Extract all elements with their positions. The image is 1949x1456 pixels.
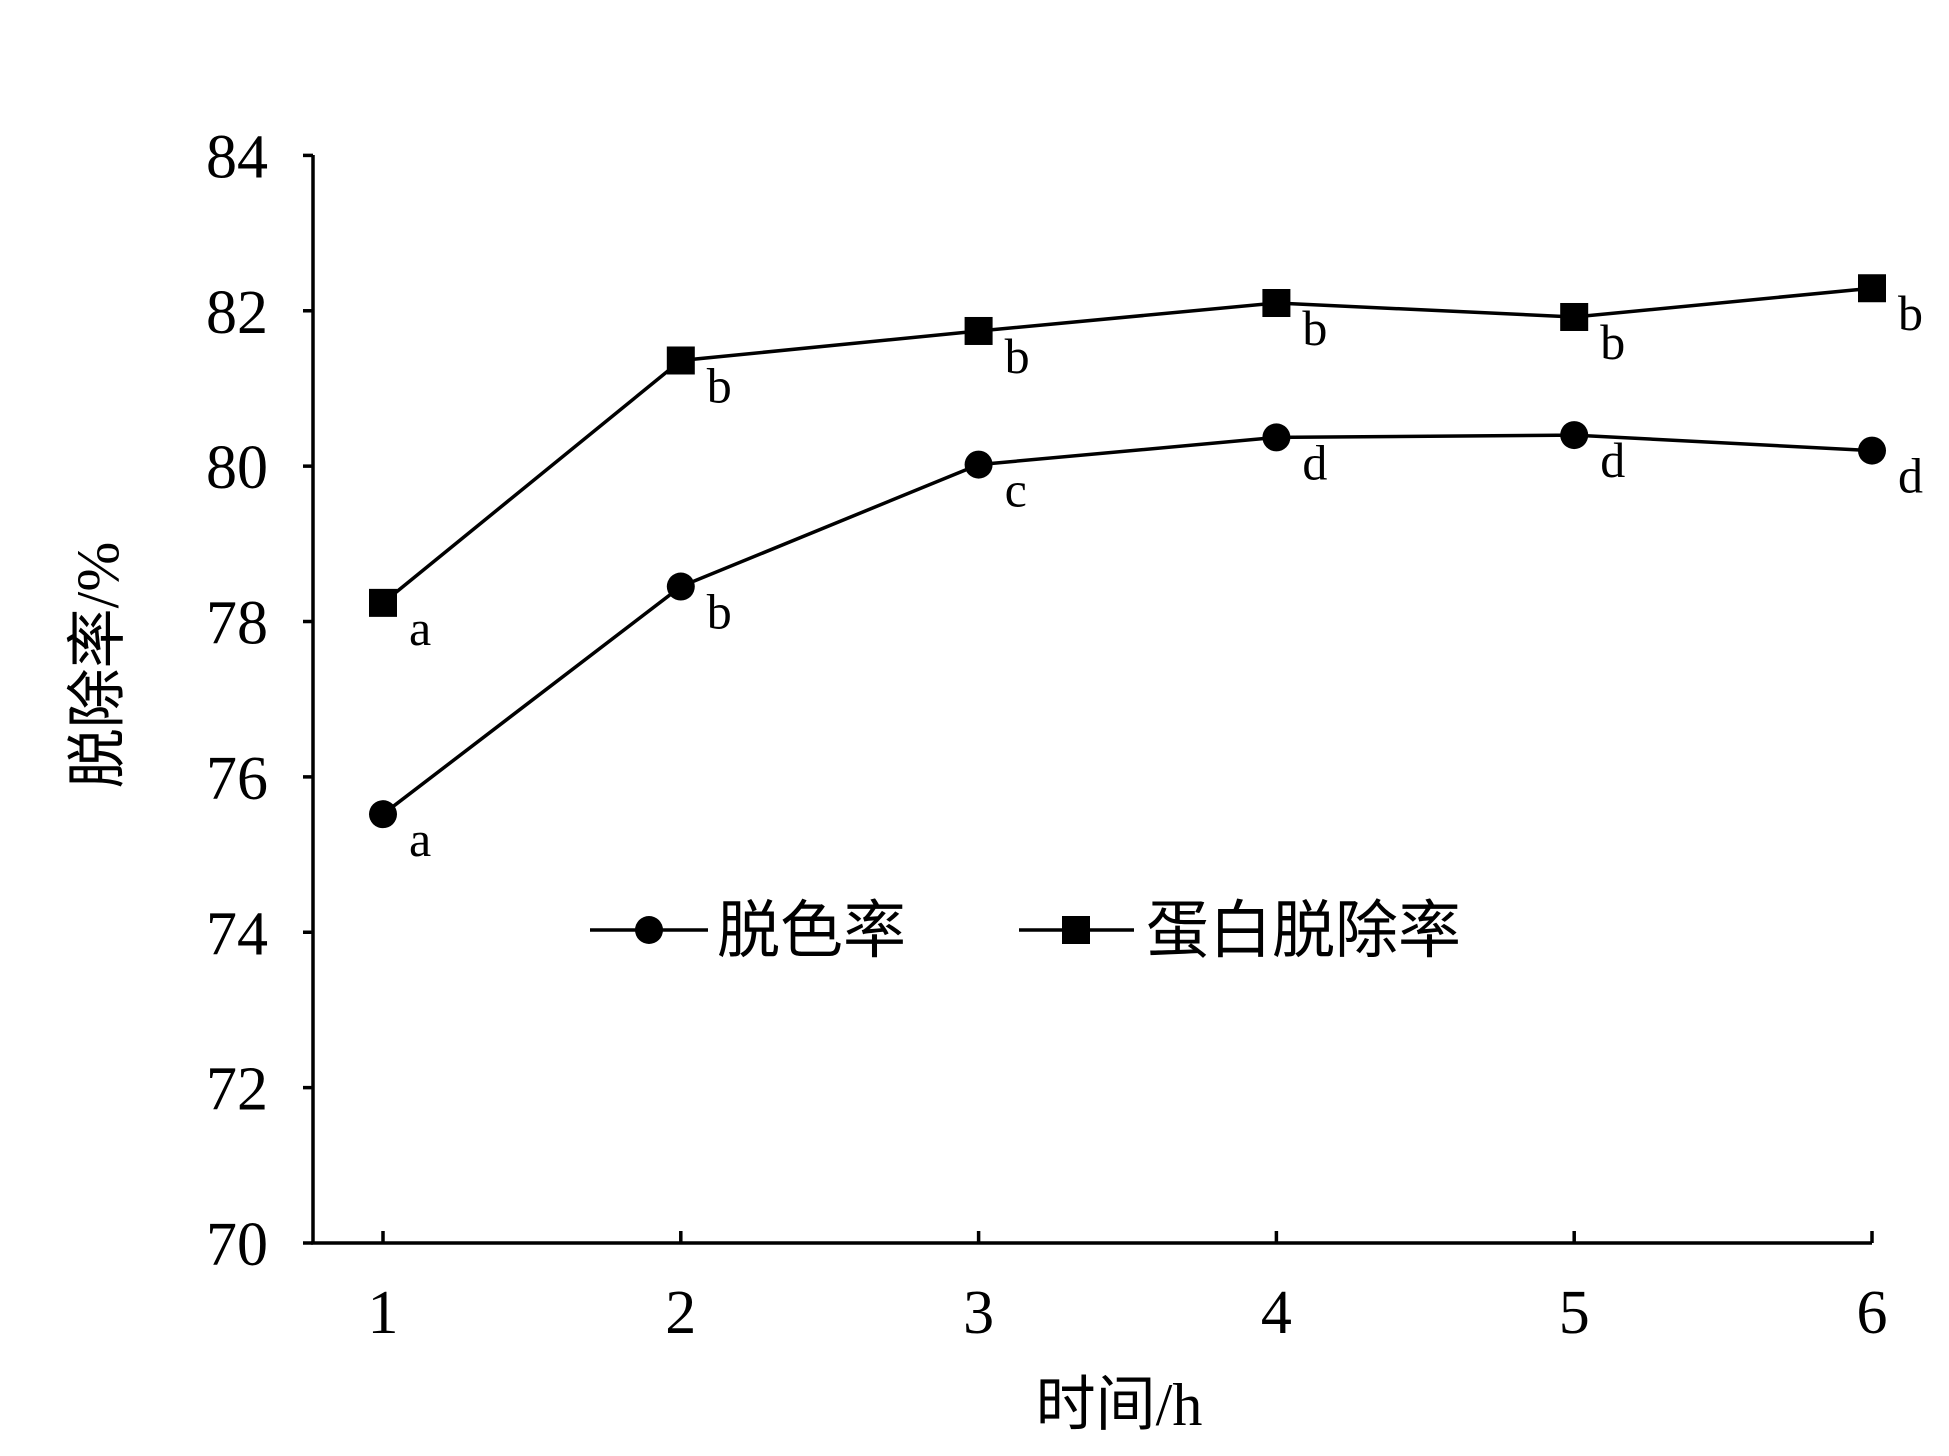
circle-marker <box>369 800 397 829</box>
square-marker <box>1858 274 1886 303</box>
significance-label: b <box>707 584 732 640</box>
square-marker <box>1262 289 1291 318</box>
legend-item-series-0: 脱色率 <box>590 896 906 966</box>
y-tick-label: 82 <box>206 279 268 347</box>
legend-label: 脱色率 <box>717 896 906 966</box>
significance-label: a <box>409 600 431 656</box>
x-axis-title: 时间/h <box>1036 1372 1203 1438</box>
square-marker <box>1560 302 1589 331</box>
series-0: a b c d d d <box>369 421 1923 867</box>
significance-label: d <box>1898 448 1923 504</box>
y-tick-label: 70 <box>206 1211 268 1279</box>
legend-circle-marker <box>635 916 663 944</box>
significance-label: b <box>1005 328 1030 384</box>
series-line <box>381 433 1873 816</box>
series-line <box>381 286 1873 605</box>
x-tick-label: 1 <box>368 1279 399 1347</box>
significance-label: b <box>1600 314 1625 370</box>
circle-marker <box>1262 423 1291 452</box>
legend-label: 蛋白脱除率 <box>1146 896 1461 966</box>
x-tick-label: 4 <box>1261 1279 1292 1347</box>
square-marker <box>369 588 397 617</box>
series-layer: a b c d d d a b b b b b <box>369 274 1923 867</box>
significance-label: d <box>1600 432 1625 488</box>
y-axis-title: 脱除率/% <box>65 542 131 789</box>
circle-marker <box>964 450 993 479</box>
circle-marker <box>666 572 695 601</box>
x-tick-label: 2 <box>665 1279 696 1347</box>
y-tick-label: 72 <box>206 1056 268 1124</box>
x-tick-label: 5 <box>1559 1279 1590 1347</box>
circle-marker <box>1858 436 1886 465</box>
significance-label: c <box>1005 462 1027 518</box>
axis-ticks: 70 72 74 76 78 80 82 84 1 2 3 4 5 6 <box>206 123 1888 1347</box>
y-tick-label: 78 <box>206 590 268 658</box>
square-marker <box>964 316 993 345</box>
significance-label: b <box>1302 300 1327 356</box>
significance-label: d <box>1302 434 1327 490</box>
circle-marker <box>1560 421 1589 450</box>
significance-label: a <box>409 811 431 867</box>
series-1: a b b b b b <box>369 274 1923 656</box>
y-tick-label: 74 <box>206 900 268 968</box>
y-tick-label: 84 <box>206 123 268 191</box>
x-tick-label: 6 <box>1857 1279 1888 1347</box>
y-tick-label: 80 <box>206 434 268 502</box>
legend-item-series-1: 蛋白脱除率 <box>1019 896 1461 966</box>
legend: 脱色率 蛋白脱除率 <box>590 896 1461 966</box>
x-tick-label: 3 <box>963 1279 994 1347</box>
legend-square-marker <box>1062 916 1090 944</box>
y-tick-label: 76 <box>206 745 268 813</box>
square-marker <box>666 346 695 375</box>
significance-label: b <box>1898 285 1923 341</box>
significance-label: b <box>707 357 732 413</box>
